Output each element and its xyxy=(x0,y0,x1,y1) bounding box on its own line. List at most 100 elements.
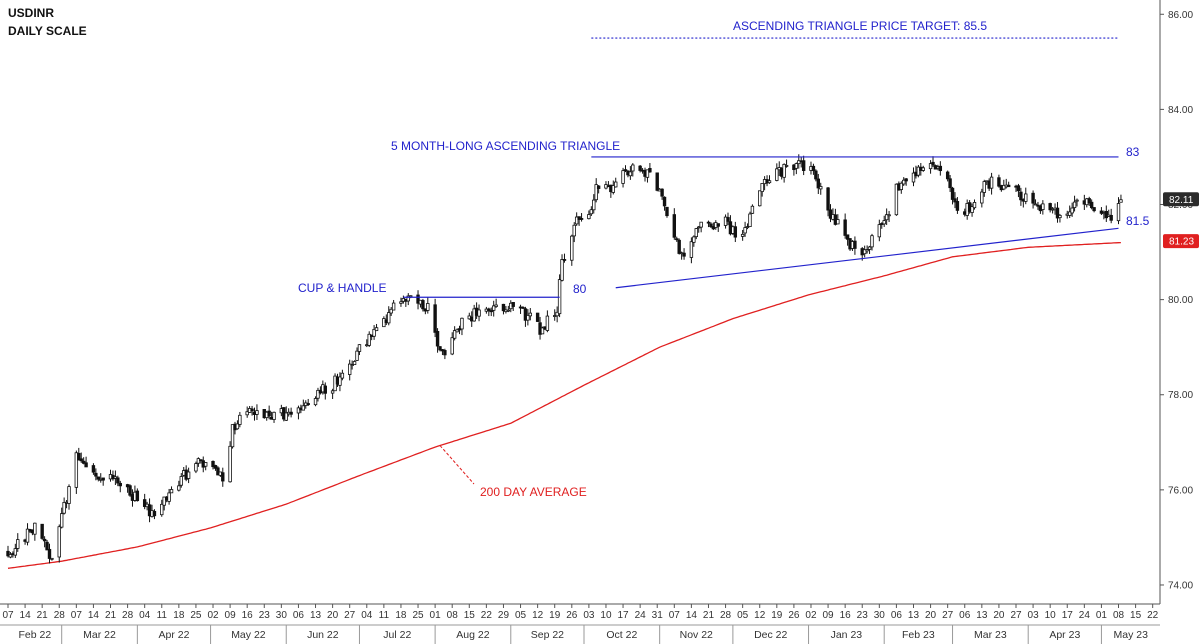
chart-subtitle: DAILY SCALE xyxy=(8,24,87,38)
price-candle xyxy=(572,222,576,243)
price-candle xyxy=(948,175,952,192)
price-candle xyxy=(1075,198,1079,207)
price-candle xyxy=(950,186,955,205)
target-label: ASCENDING TRIANGLE PRICE TARGET: 85.5 xyxy=(733,19,987,33)
day-tick-label: 17 xyxy=(617,610,629,621)
price-candle xyxy=(1041,200,1045,215)
moving-average-line xyxy=(7,241,1121,569)
price-candle xyxy=(301,399,306,411)
day-tick-label: 25 xyxy=(412,610,424,621)
price-candle xyxy=(450,332,454,356)
day-tick-label: 29 xyxy=(498,610,510,621)
month-label: Dec 22 xyxy=(754,629,787,641)
price-candle xyxy=(614,177,618,188)
month-label: Oct 22 xyxy=(606,629,637,641)
price-candle xyxy=(267,405,271,420)
price-candle xyxy=(867,245,872,254)
price-candle xyxy=(160,499,164,517)
day-tick-label: 27 xyxy=(1010,610,1022,621)
price-candle xyxy=(487,307,491,317)
month-label: Jun 22 xyxy=(307,629,339,641)
price-candle xyxy=(545,310,550,333)
price-candle xyxy=(91,463,96,475)
price-candle xyxy=(740,229,745,241)
ma-value-badge: 81.23 xyxy=(1163,234,1199,249)
ma-label: 200 DAY AVERAGE xyxy=(480,485,587,499)
price-tick-label: 84.00 xyxy=(1168,105,1193,116)
price-candle xyxy=(665,206,669,218)
price-candle xyxy=(116,475,120,487)
price-candle xyxy=(982,179,986,197)
price-candle xyxy=(1072,195,1077,212)
price-candle xyxy=(560,254,564,282)
price-candle xyxy=(972,199,977,210)
month-label: Jul 22 xyxy=(383,629,411,641)
cup-handle-value: 80 xyxy=(573,282,587,296)
price-candle xyxy=(435,328,440,353)
price-candle xyxy=(980,188,984,208)
price-candle xyxy=(916,164,921,178)
price-candle xyxy=(945,170,950,182)
price-tick-label: 78.00 xyxy=(1168,390,1193,401)
price-candle xyxy=(726,212,730,226)
price-candle xyxy=(675,236,679,242)
day-tick-label: 30 xyxy=(276,610,288,621)
day-tick-label: 01 xyxy=(430,610,442,621)
price-candle xyxy=(870,233,874,251)
price-candle xyxy=(167,488,171,505)
price-candle xyxy=(355,347,359,361)
price-candle xyxy=(592,194,596,214)
price-candle xyxy=(784,159,789,168)
price-tick-label: 76.00 xyxy=(1168,485,1193,496)
month-label: Apr 22 xyxy=(158,629,189,641)
price-candle xyxy=(42,536,47,548)
price-candle xyxy=(501,303,506,315)
price-candle xyxy=(57,524,61,563)
price-candle xyxy=(1119,194,1123,203)
price-candle xyxy=(904,178,908,186)
day-tick-label: 28 xyxy=(122,610,134,621)
price-candle xyxy=(758,190,762,207)
price-candle xyxy=(506,305,511,313)
price-candle xyxy=(79,452,83,463)
price-candle xyxy=(50,557,54,561)
triangle-bottom-line xyxy=(615,227,1119,289)
price-candle xyxy=(1058,213,1062,223)
price-candle xyxy=(352,360,357,366)
price-candle xyxy=(203,462,208,471)
day-tick-label: 20 xyxy=(925,610,937,621)
day-tick-label: 04 xyxy=(361,610,373,621)
price-candle xyxy=(628,166,633,180)
price-candle xyxy=(1024,187,1028,205)
triangle-top-value: 83 xyxy=(1126,145,1140,159)
price-candle xyxy=(421,298,425,312)
price-candle xyxy=(357,344,362,356)
price-candle xyxy=(760,183,764,197)
triangle-label: 5 MONTH-LONG ASCENDING TRIANGLE xyxy=(391,139,620,153)
price-tick-label: 86.00 xyxy=(1168,10,1193,21)
price-candle xyxy=(494,298,498,308)
day-tick-label: 06 xyxy=(293,610,305,621)
price-candle xyxy=(416,290,420,310)
price-candle xyxy=(135,488,140,502)
price-candle xyxy=(62,497,66,515)
price-candle xyxy=(911,167,916,187)
day-tick-label: 28 xyxy=(720,610,732,621)
price-candle xyxy=(816,173,821,195)
month-label: Feb 22 xyxy=(18,629,51,641)
price-candle xyxy=(284,406,288,422)
month-label: Mar 23 xyxy=(974,629,1007,641)
price-candle xyxy=(81,457,86,465)
price-candle xyxy=(96,476,101,482)
price-candle xyxy=(767,175,772,184)
chart-title: USDINR xyxy=(8,6,54,20)
price-candle xyxy=(1048,202,1052,213)
price-tick-label: 74.00 xyxy=(1168,580,1193,591)
price-candle xyxy=(1070,202,1074,217)
day-tick-label: 16 xyxy=(840,610,852,621)
price-candle xyxy=(894,183,899,216)
price-candle xyxy=(660,188,664,200)
price-candle xyxy=(611,180,615,195)
price-candle xyxy=(33,522,37,541)
